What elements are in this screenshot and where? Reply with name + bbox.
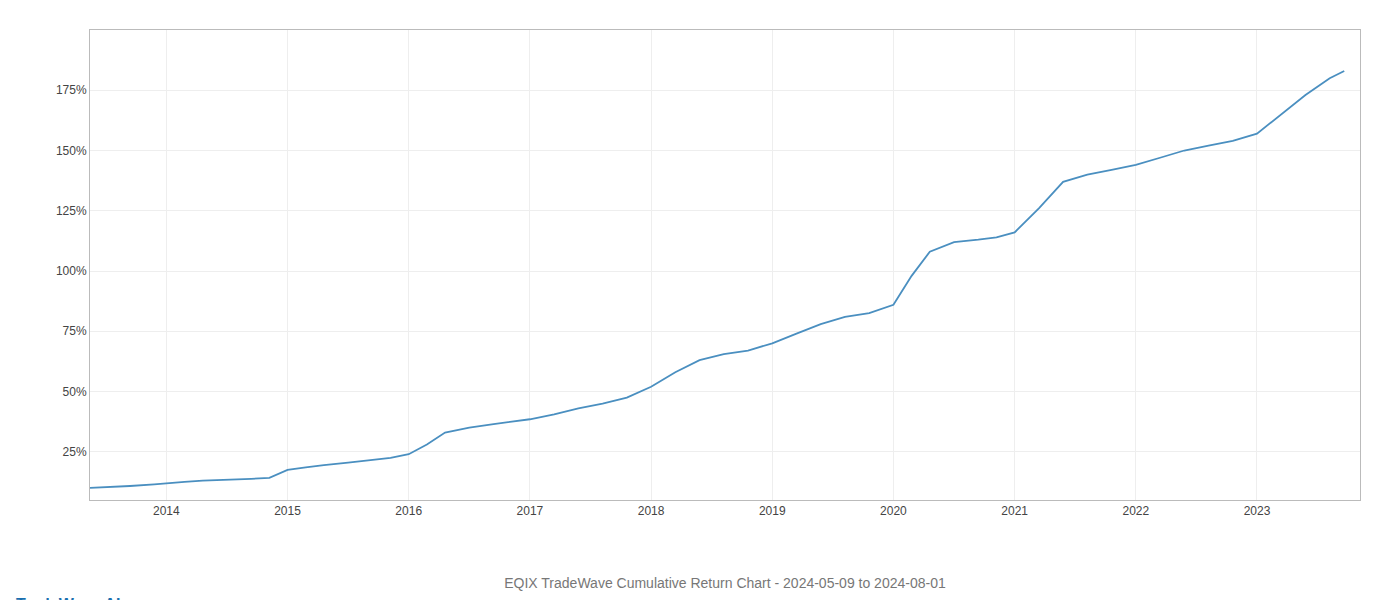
svg-text:75%: 75% [63,324,87,338]
svg-text:175%: 175% [56,83,87,97]
svg-text:2021: 2021 [1001,504,1028,518]
svg-text:125%: 125% [56,204,87,218]
svg-text:25%: 25% [63,445,87,459]
svg-text:2022: 2022 [1122,504,1149,518]
svg-text:2014: 2014 [153,504,180,518]
svg-text:2017: 2017 [517,504,544,518]
svg-text:2019: 2019 [759,504,786,518]
svg-text:EQIX TradeWave Cumulative Retu: EQIX TradeWave Cumulative Return Chart -… [504,575,946,591]
svg-text:TradeWave.AI: TradeWave.AI [16,596,120,600]
svg-text:2016: 2016 [395,504,422,518]
svg-text:50%: 50% [63,385,87,399]
svg-text:100%: 100% [56,264,87,278]
svg-text:2020: 2020 [880,504,907,518]
svg-text:2023: 2023 [1244,504,1271,518]
svg-text:150%: 150% [56,144,87,158]
svg-text:2015: 2015 [274,504,301,518]
svg-text:2018: 2018 [638,504,665,518]
